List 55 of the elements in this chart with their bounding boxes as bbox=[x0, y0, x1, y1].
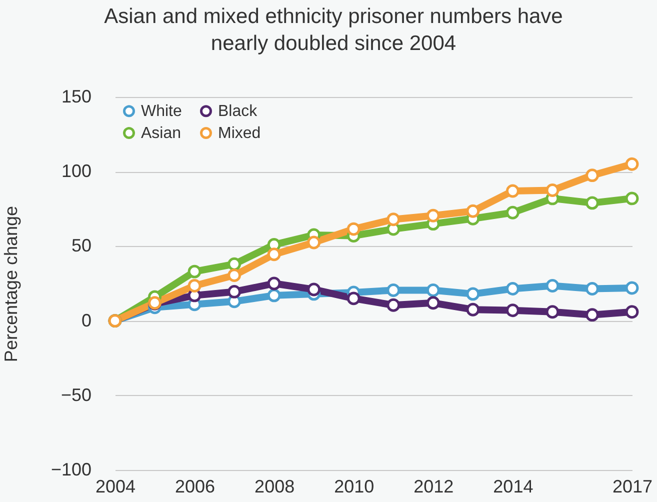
point bbox=[506, 184, 520, 198]
point bbox=[386, 284, 400, 297]
x-tick-label: 2004 bbox=[95, 476, 136, 496]
point bbox=[625, 305, 639, 319]
y-tick-label: 50 bbox=[71, 236, 92, 256]
point bbox=[506, 282, 520, 296]
legend-label: Mixed bbox=[218, 125, 261, 142]
point bbox=[625, 281, 639, 295]
point bbox=[466, 302, 480, 316]
point bbox=[267, 276, 281, 290]
y-tick-label: −50 bbox=[60, 384, 92, 405]
y-tick-label: −100 bbox=[50, 460, 92, 480]
point bbox=[546, 279, 560, 292]
point bbox=[546, 184, 560, 197]
point bbox=[228, 257, 242, 271]
point bbox=[267, 248, 281, 262]
legend-label: Black bbox=[218, 103, 258, 120]
point bbox=[426, 284, 440, 297]
point bbox=[586, 168, 599, 182]
x-tick-label: 2012 bbox=[414, 476, 454, 496]
point bbox=[188, 264, 202, 278]
point bbox=[466, 287, 480, 301]
point bbox=[228, 284, 242, 298]
legend-label: Asian bbox=[141, 125, 182, 142]
point bbox=[228, 268, 242, 282]
point bbox=[426, 208, 440, 222]
x-tick-label: 2014 bbox=[493, 476, 534, 496]
point bbox=[586, 196, 599, 210]
legend-label: White bbox=[141, 103, 182, 120]
point bbox=[546, 305, 560, 319]
point bbox=[307, 236, 321, 250]
point bbox=[466, 204, 480, 218]
x-tick-label: 2010 bbox=[334, 476, 374, 496]
point bbox=[506, 206, 520, 220]
point bbox=[426, 296, 440, 310]
point bbox=[307, 282, 321, 296]
y-axis-title: Percentage change bbox=[0, 206, 21, 362]
point bbox=[506, 304, 520, 318]
y-tick-label: 0 bbox=[81, 310, 92, 330]
x-tick-label: 2017 bbox=[612, 476, 653, 496]
point bbox=[188, 279, 202, 292]
point bbox=[267, 288, 281, 302]
x-tick-label: 2008 bbox=[254, 476, 295, 496]
x-tick-label: 2006 bbox=[175, 476, 216, 496]
y-tick-label: 150 bbox=[61, 86, 92, 106]
point bbox=[586, 308, 599, 322]
y-tick-label: 100 bbox=[61, 161, 92, 182]
point bbox=[386, 298, 400, 312]
point bbox=[625, 157, 639, 171]
chart-title: Asian and mixed ethnicity prisoner numbers have nearly doubled since 2004 bbox=[104, 5, 563, 55]
point bbox=[625, 192, 639, 206]
point bbox=[346, 292, 360, 306]
point bbox=[346, 222, 360, 236]
point bbox=[586, 282, 599, 296]
point bbox=[386, 212, 400, 226]
